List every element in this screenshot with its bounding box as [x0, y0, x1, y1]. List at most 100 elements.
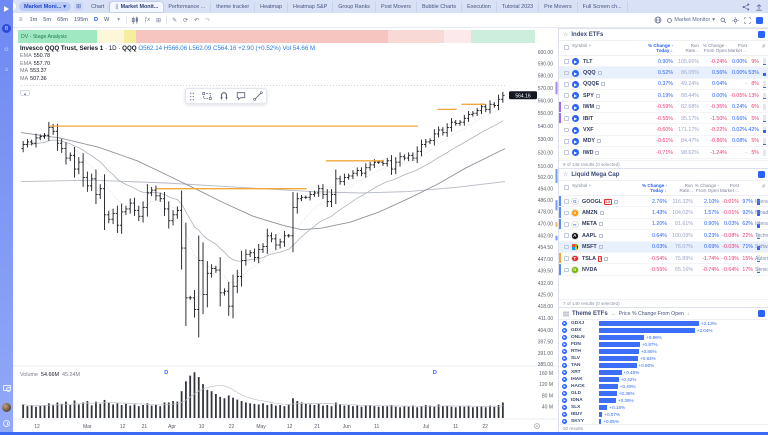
- favorite-star-icon[interactable]: ☆: [563, 32, 569, 38]
- theme-row-hack[interactable]: ▶ HACK +0.40%: [559, 383, 768, 390]
- publish-icon[interactable]: [755, 3, 763, 11]
- tab-full-screen-ch-[interactable]: Full Screen ch...: [578, 1, 628, 12]
- interval-W[interactable]: W: [104, 17, 110, 23]
- sort-desc-icon[interactable]: ↓: [686, 310, 690, 317]
- table-row-googl[interactable]: G GOOGL 13 2.76% 116.32% 2.10% -0.01% 97% Intera…: [559, 196, 768, 208]
- tab-group-ranks[interactable]: Group Ranks: [333, 1, 376, 12]
- table-row-vxf[interactable]: ▶ VXF -0.60% 171.17% -0.22% 0.02% 42%: [559, 124, 768, 136]
- table-row-ibit[interactable]: ▶ IBIT -0.55% 95.17% -1.50% 0.66% 5%: [559, 112, 768, 125]
- play-icon[interactable]: [4, 6, 9, 12]
- tab-post-movers[interactable]: Post Movers: [376, 1, 417, 12]
- open-chart-play-icon[interactable]: ▶: [572, 115, 579, 123]
- theme-row-slv[interactable]: ▶ SLV +0.83%: [559, 355, 768, 362]
- column-run[interactable]: Run Rate...: [679, 183, 693, 194]
- workspace-selector[interactable]: Market Moni... ▾: [19, 2, 72, 11]
- favorite-star-icon[interactable]: ☆: [563, 172, 569, 178]
- column-post[interactable]: Post Market ...: [727, 43, 747, 54]
- tab-market-monit-[interactable]: ⣿ Market Monit...: [110, 1, 164, 12]
- theme-row-idna[interactable]: ▶ IDNA +0.36%: [559, 397, 768, 404]
- theme-row-skyy[interactable]: ▶ SKYY +0.05%: [559, 418, 768, 425]
- theme-row-ihak[interactable]: ▶ IHAK +0.42%: [559, 376, 768, 383]
- globe-icon[interactable]: [654, 16, 662, 24]
- candles-style-icon[interactable]: [131, 16, 139, 25]
- note-icon[interactable]: [596, 139, 601, 144]
- row-checkbox[interactable]: [564, 244, 569, 250]
- menu-icon[interactable]: ≡: [19, 17, 23, 23]
- interval-5m[interactable]: 5m: [43, 17, 52, 23]
- row-checkbox[interactable]: [564, 210, 569, 216]
- tab-theme-tracker[interactable]: theme tracker: [211, 1, 256, 12]
- row-checkbox[interactable]: [564, 138, 569, 144]
- row-checkbox[interactable]: [564, 116, 569, 121]
- row-checkbox[interactable]: [564, 150, 569, 155]
- theme-row-rth[interactable]: ▶ RTH +0.85%: [559, 348, 768, 355]
- note-icon[interactable]: [595, 150, 600, 155]
- open-chart-play-icon[interactable]: ▶: [562, 411, 568, 418]
- column-p[interactable]: p: [762, 183, 765, 188]
- theme-row-tan[interactable]: ▶ TAN +0.80%: [559, 362, 768, 369]
- camera-icon[interactable]: [2, 385, 11, 392]
- column-open[interactable]: % Change - From Open: [702, 43, 727, 54]
- open-chart-play-icon[interactable]: ▶: [572, 69, 579, 77]
- open-chart-play-icon[interactable]: ▶: [562, 348, 568, 355]
- open-chart-play-icon[interactable]: ▶: [572, 80, 579, 88]
- column-post[interactable]: Post Market ...: [719, 183, 739, 194]
- row-checkbox[interactable]: [564, 93, 569, 98]
- theme-row-gdxj[interactable]: ▶ GDXJ +2.13%: [559, 320, 768, 327]
- layout-grid-icon[interactable]: ⊞: [74, 2, 84, 11]
- note-icon[interactable]: [597, 70, 602, 75]
- open-chart-play-icon[interactable]: ▶: [572, 137, 579, 145]
- table-row-qqqe[interactable]: ▶ QQQE 0.37% 49.24% 0.04% -8%: [559, 79, 768, 91]
- app-badge-icon[interactable]: B: [2, 24, 11, 33]
- trend-line-icon[interactable]: [252, 91, 263, 101]
- note-icon[interactable]: [595, 93, 600, 98]
- open-chart-play-icon[interactable]: ▶: [562, 383, 568, 390]
- search-icon[interactable]: [720, 17, 727, 24]
- row-checkbox[interactable]: [564, 81, 569, 87]
- column-open[interactable]: % Change - From Open: [694, 183, 719, 194]
- note-icon[interactable]: [598, 222, 603, 227]
- table-row-qqq[interactable]: ▶ QQQ 0.52% 86.05% 0.56% 0.00% 53%: [559, 67, 768, 79]
- theme-row-xrt[interactable]: ▶ XRT +0.48%: [559, 369, 768, 376]
- interval-65m[interactable]: 65m: [57, 17, 68, 23]
- indicators-icon[interactable]: ƒx: [144, 17, 151, 23]
- user-avatar[interactable]: [2, 403, 11, 412]
- magnet-icon[interactable]: [219, 91, 229, 101]
- fullscreen-icon[interactable]: [744, 16, 751, 24]
- table-row-iwm[interactable]: ▶ IWM -0.59% 82.68% -0.35% 0.24% 6%: [559, 101, 768, 113]
- undo-icon[interactable]: ↶: [194, 17, 200, 24]
- column-chg[interactable]: % Change - Today ↓: [647, 43, 673, 54]
- price-chart[interactable]: D D 600.00 590.00 580.00 570.00 560.00 550.00 54…: [13, 28, 558, 435]
- select-all-checkbox[interactable]: [564, 45, 569, 50]
- note-icon[interactable]: [613, 199, 618, 204]
- share-icon[interactable]: [742, 3, 750, 11]
- column-symbol[interactable]: Symbol +: [572, 183, 592, 188]
- theme-row-fdn[interactable]: ▶ FDN +0.87%: [559, 341, 768, 348]
- drag-handle-icon[interactable]: [189, 92, 195, 101]
- interval-195m[interactable]: 195m: [73, 17, 88, 23]
- theme-row-ibuy[interactable]: ▶ IBUY +0.07%: [559, 411, 768, 418]
- refresh-icon[interactable]: ⟳: [183, 17, 189, 24]
- table-row-tlt[interactable]: ▶ TLT 0.90% 105.66% -0.24% 0.00% 9%: [559, 56, 768, 68]
- comment-icon[interactable]: [236, 91, 246, 101]
- select-all-checkbox[interactable]: [564, 185, 569, 190]
- row-checkbox[interactable]: [564, 104, 569, 110]
- open-chart-play-icon[interactable]: ▶: [562, 362, 568, 369]
- interval-D[interactable]: D: [93, 17, 99, 23]
- swap-icon[interactable]: ↔: [610, 310, 616, 317]
- open-chart-play-icon[interactable]: ▶: [562, 397, 568, 404]
- open-chart-play-icon[interactable]: ▶: [572, 92, 579, 100]
- row-checkbox[interactable]: [564, 267, 569, 273]
- tab-execution[interactable]: Execution: [462, 1, 497, 12]
- row-checkbox[interactable]: [564, 127, 569, 133]
- note-icon[interactable]: [601, 82, 606, 87]
- open-chart-play-icon[interactable]: ▶: [562, 320, 568, 327]
- note-icon[interactable]: [599, 210, 604, 215]
- open-chart-play-icon[interactable]: ▶: [572, 149, 579, 157]
- theme-row-gld[interactable]: ▶ GLD +0.38%: [559, 390, 768, 397]
- tab-chart[interactable]: Chart: [86, 1, 111, 12]
- rectangle-select-icon[interactable]: [202, 91, 212, 101]
- active-layout-square[interactable]: [756, 16, 763, 24]
